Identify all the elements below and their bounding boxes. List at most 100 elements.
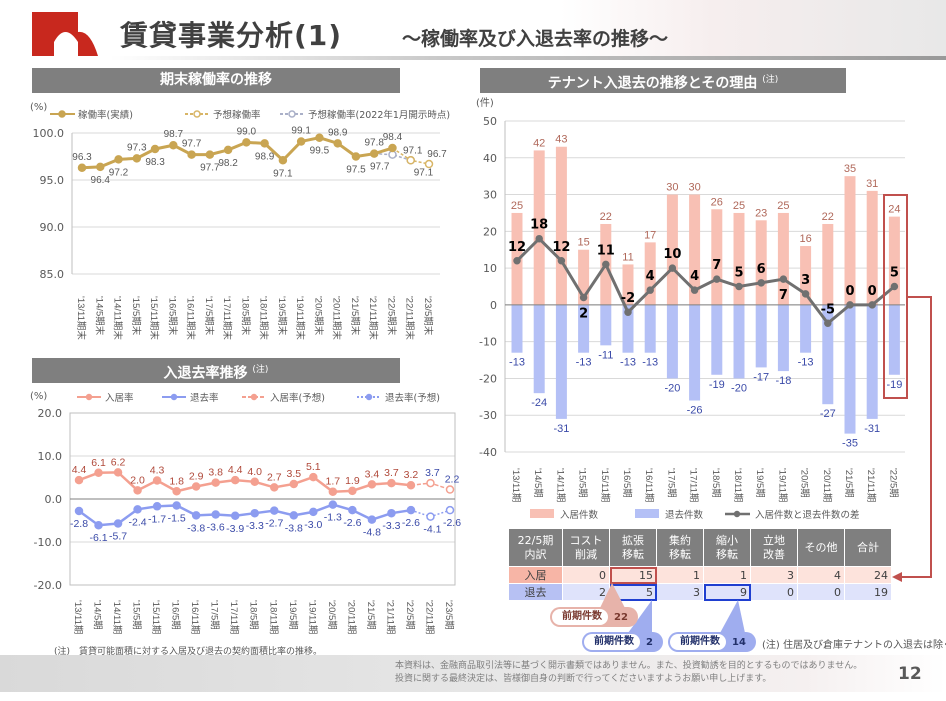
bar-move-out <box>511 304 523 353</box>
bar-move-in <box>866 190 878 305</box>
bar-label: 23 <box>755 207 767 219</box>
page-title: 賃貸事業分析(1) <box>120 19 343 52</box>
data-label: 4.3 <box>150 465 165 477</box>
bar-move-out <box>555 304 567 419</box>
data-label: -2.4 <box>129 516 147 528</box>
x-tick-label: '19/5期末 <box>276 296 288 336</box>
x-tick-label: '14/11期 <box>554 468 565 502</box>
bar-move-out <box>600 304 612 346</box>
x-tick-label: '19/5期 <box>287 600 298 630</box>
data-point <box>278 156 288 165</box>
data-label: 97.2 <box>109 167 129 178</box>
data-point <box>757 279 765 287</box>
data-point <box>250 477 259 487</box>
table-cell: 0 <box>797 583 845 601</box>
data-point <box>890 282 899 291</box>
x-tick-label: '15/11期末 <box>148 296 160 340</box>
bar-label: 16 <box>799 233 811 245</box>
callout-label: 前期件数 <box>584 634 640 650</box>
x-tick-label: '17/5期末 <box>203 296 215 336</box>
arrow-head-icon <box>892 572 902 582</box>
data-point <box>77 163 87 173</box>
data-label: 2.0 <box>130 474 145 486</box>
section-title-occupancy: 期末稼働率の推移 <box>32 68 400 93</box>
legend-label: 入居件数 <box>560 509 599 521</box>
data-point <box>242 138 251 147</box>
data-label: 5.1 <box>306 461 321 473</box>
data-point <box>211 478 220 487</box>
data-label: -6.1 <box>89 532 107 544</box>
bar-label: -18 <box>775 375 791 387</box>
data-point <box>624 308 632 316</box>
bar-move-out <box>622 304 634 353</box>
x-tick-label: '15/5期 <box>131 600 142 630</box>
data-label: -3.8 <box>285 522 303 534</box>
data-point <box>387 478 396 488</box>
y-tick-label: -10 <box>479 336 497 349</box>
data-label: 97.1 <box>403 145 423 156</box>
data-label: -3.6 <box>207 521 225 533</box>
page-subtitle: ～稼働率及び入退去率の推移～ <box>402 28 669 50</box>
legend-label: 退去件数 <box>665 509 704 521</box>
data-point <box>230 511 240 521</box>
data-point <box>289 479 299 489</box>
bar-move-out <box>822 304 834 405</box>
x-tick-label: '19/11期 <box>306 600 317 634</box>
data-label: 3.7 <box>384 467 399 479</box>
x-tick-label: '16/11期 <box>189 600 200 634</box>
bar-label: -24 <box>531 397 547 409</box>
data-point <box>250 508 259 518</box>
x-tick-label: '18/11期 <box>267 600 278 634</box>
bar-move-in <box>800 246 812 305</box>
bar-label: 43 <box>555 134 567 146</box>
data-point <box>333 139 342 148</box>
x-tick-label: '17/11期 <box>228 600 239 634</box>
bar-move-in <box>644 242 656 305</box>
x-tick-label: '19/5期 <box>754 468 765 498</box>
y-tick-label: 100.0 <box>33 127 65 140</box>
data-point <box>211 510 220 519</box>
bar-move-in <box>689 194 701 305</box>
data-label: 98.4 <box>383 132 403 143</box>
data-label: 4.0 <box>247 466 262 478</box>
callout-value: 22 <box>614 611 628 623</box>
bar-move-out <box>644 304 656 353</box>
data-label: 96.4 <box>91 175 111 186</box>
x-tick-label: '22/11期末 <box>404 296 416 340</box>
diff-label: 18 <box>530 218 548 233</box>
data-point <box>114 155 123 164</box>
diff-label: 3 <box>801 273 810 288</box>
data-point <box>74 506 84 516</box>
x-tick-label: '15/11期 <box>150 600 161 634</box>
x-tick-label: '22/5期末 <box>385 296 397 336</box>
data-label: 97.7 <box>370 162 390 173</box>
callout-value: 2 <box>646 636 653 648</box>
data-label: -1.5 <box>168 512 186 524</box>
data-label: 98.3 <box>145 157 165 168</box>
y-unit-label: (%) <box>30 391 47 402</box>
x-tick-label: '20/5期 <box>326 600 337 630</box>
bar-label: -13 <box>642 357 658 369</box>
bar-label: -27 <box>820 408 836 420</box>
y-tick-label: 0 <box>490 299 497 312</box>
bar-label: -31 <box>864 423 880 435</box>
y-tick-label: 20.0 <box>38 407 63 420</box>
x-tick-label: '15/5期末 <box>130 296 142 336</box>
legend-marker <box>193 110 201 118</box>
x-tick-label: '20/5期 <box>799 468 810 498</box>
y-tick-label: 20 <box>483 225 497 238</box>
data-point <box>535 234 543 243</box>
data-label: 99.5 <box>310 146 330 157</box>
disclaimer: 本資料は、金融商品取引法等に基づく開示書類ではありません。また、投資勧誘を目的と… <box>395 660 862 686</box>
bar-label: 35 <box>844 163 856 175</box>
section-title-text: テナント入退去の推移とその理由 <box>547 75 758 92</box>
data-label: -4.8 <box>363 527 381 539</box>
x-tick-label: '15/11期 <box>599 468 610 502</box>
diff-label: -5 <box>821 302 835 317</box>
bar-move-in <box>622 264 634 305</box>
connector-line <box>900 296 932 578</box>
bar-label: -13 <box>509 357 525 369</box>
data-label: 98.9 <box>328 127 348 138</box>
diff-label: 7 <box>779 288 788 303</box>
